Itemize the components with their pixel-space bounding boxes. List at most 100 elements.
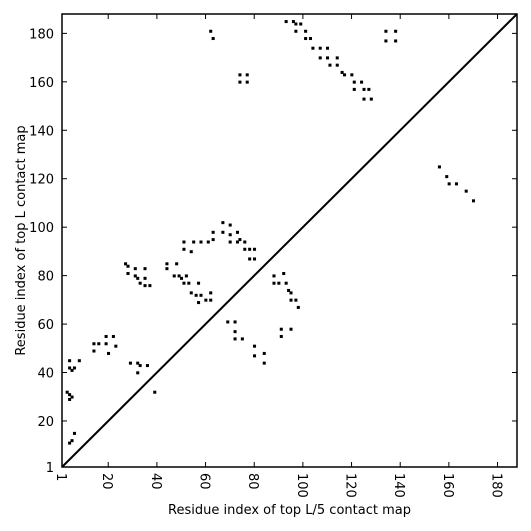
contact-point xyxy=(165,267,169,271)
contact-point xyxy=(92,342,96,346)
contact-point xyxy=(362,87,366,91)
contact-point xyxy=(248,247,252,251)
contact-point xyxy=(284,20,288,24)
contact-point xyxy=(233,337,237,341)
x-tick-label: 1 xyxy=(53,473,68,481)
contact-point xyxy=(325,46,330,50)
x-tick-label: 160 xyxy=(440,473,455,498)
contact-point xyxy=(68,366,72,370)
contact-point xyxy=(192,240,196,244)
x-tick-label: 140 xyxy=(391,473,406,498)
contact-point xyxy=(68,397,72,401)
contact-point xyxy=(325,56,330,60)
contact-point xyxy=(92,349,96,353)
contact-point xyxy=(294,22,298,26)
contact-point xyxy=(194,293,198,297)
contact-point xyxy=(148,284,152,288)
contact-point xyxy=(221,221,225,225)
y-tick-label: 140 xyxy=(29,124,54,139)
contact-point xyxy=(284,281,288,285)
contact-point xyxy=(282,271,286,276)
contact-point xyxy=(211,230,215,234)
contact-point xyxy=(209,298,213,302)
y-tick-label: 40 xyxy=(37,367,54,382)
contact-point xyxy=(279,327,283,331)
contact-point xyxy=(111,334,115,338)
x-tick-label: 120 xyxy=(343,473,358,498)
contact-point xyxy=(340,70,344,74)
contact-point xyxy=(124,262,128,266)
contact-point xyxy=(136,371,140,375)
contact-point xyxy=(180,276,184,280)
contact-point xyxy=(294,298,298,302)
x-tick-label: 100 xyxy=(294,473,309,498)
contact-point xyxy=(464,189,468,193)
contact-point xyxy=(235,230,240,234)
contact-point xyxy=(233,320,237,324)
contact-point xyxy=(289,327,293,331)
contact-point xyxy=(238,73,242,77)
contact-point xyxy=(189,291,193,295)
contact-point xyxy=(384,29,388,33)
contact-point xyxy=(197,281,201,285)
contact-point xyxy=(68,441,72,445)
contact-point xyxy=(204,298,208,302)
contact-point xyxy=(335,63,339,67)
contact-point xyxy=(318,56,322,60)
contact-point xyxy=(360,80,364,84)
y-tick-label: 20 xyxy=(37,415,54,430)
contact-point xyxy=(143,284,147,288)
contact-point xyxy=(350,73,354,77)
contact-point xyxy=(143,276,147,280)
contact-point xyxy=(352,80,356,84)
contact-point xyxy=(182,247,186,251)
x-tick-label: 20 xyxy=(99,473,114,490)
contact-point xyxy=(209,29,213,33)
contact-point xyxy=(199,293,203,297)
contact-point xyxy=(240,337,244,341)
y-tick-label: 180 xyxy=(29,27,54,42)
contact-point xyxy=(394,39,398,43)
contact-point xyxy=(189,250,193,254)
contact-point xyxy=(318,46,322,50)
contact-point xyxy=(447,182,451,186)
x-tick-label: 40 xyxy=(148,473,163,490)
contact-point xyxy=(471,199,476,203)
contact-point xyxy=(97,342,101,346)
contact-point xyxy=(289,298,293,302)
contact-point xyxy=(145,364,149,368)
contact-point xyxy=(367,87,371,91)
contact-point xyxy=(68,393,72,397)
contact-point xyxy=(294,29,298,33)
contact-point xyxy=(228,233,232,237)
contact-point xyxy=(104,342,108,346)
plot-frame xyxy=(61,13,518,468)
contact-point xyxy=(126,271,130,276)
contact-point xyxy=(253,354,257,358)
contact-point xyxy=(114,344,118,348)
contact-point xyxy=(245,80,249,84)
contact-point xyxy=(238,238,242,242)
contact-point xyxy=(253,344,257,348)
contact-point xyxy=(206,240,210,244)
contact-point xyxy=(72,366,76,370)
contact-point xyxy=(184,274,188,278)
contact-point xyxy=(70,395,74,399)
contact-point xyxy=(228,223,232,227)
contact-point xyxy=(233,330,237,334)
contact-point xyxy=(394,29,398,33)
x-axis-ticks: 1 20 40 60 80 100 120 140 160 180 xyxy=(53,14,504,498)
contact-point xyxy=(65,390,69,394)
contact-point xyxy=(311,46,315,50)
y-tick-label: 1 xyxy=(46,461,54,476)
contact-point xyxy=(243,240,247,244)
contact-point xyxy=(454,182,458,186)
contact-point xyxy=(182,240,186,244)
contact-point xyxy=(153,390,157,394)
contact-point xyxy=(211,238,215,242)
contact-point xyxy=(272,281,276,285)
contact-point xyxy=(226,320,230,324)
contact-point xyxy=(107,351,111,355)
